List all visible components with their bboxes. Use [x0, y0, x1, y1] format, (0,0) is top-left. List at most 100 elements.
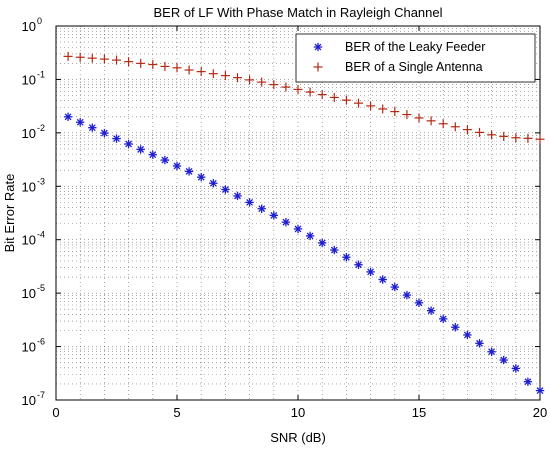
- data-point-leaky-feeder: [209, 179, 218, 188]
- data-point-single-antenna: [499, 131, 509, 141]
- data-point-leaky-feeder: [197, 172, 206, 182]
- x-tick-label: 10: [291, 405, 305, 420]
- data-point-leaky-feeder: [160, 155, 170, 165]
- y-tick-exponent: -5: [37, 283, 45, 293]
- data-point-single-antenna: [438, 119, 448, 129]
- data-point-single-antenna: [281, 82, 291, 92]
- asterisk-stroke: [330, 246, 338, 254]
- data-point-leaky-feeder: [281, 217, 291, 227]
- data-point-leaky-feeder: [136, 145, 145, 154]
- data-point-leaky-feeder: [100, 128, 109, 138]
- data-point-leaky-feeder: [523, 377, 533, 386]
- data-point-single-antenna: [184, 65, 194, 75]
- y-tick-label: 10: [22, 19, 36, 34]
- y-tick-exponent: -7: [37, 390, 45, 400]
- asterisk-stroke: [270, 211, 278, 219]
- data-point-single-antenna: [390, 107, 400, 117]
- y-tick-exponent: -1: [37, 69, 45, 79]
- asterisk-stroke: [149, 151, 157, 159]
- asterisk-stroke: [88, 124, 96, 132]
- data-point-leaky-feeder: [112, 134, 121, 143]
- data-point-leaky-feeder: [378, 275, 387, 284]
- asterisk-stroke: [488, 348, 496, 356]
- data-point-single-antenna: [426, 116, 436, 126]
- y-tick-exponent: -4: [37, 230, 45, 240]
- asterisk-stroke: [403, 291, 411, 299]
- asterisk-stroke: [185, 167, 193, 175]
- data-point-leaky-feeder: [426, 306, 436, 315]
- data-point-leaky-feeder: [475, 339, 484, 348]
- asterisk-stroke: [100, 129, 108, 137]
- asterisk-stroke: [76, 118, 84, 126]
- data-point-single-antenna: [354, 98, 363, 108]
- data-point-single-antenna: [257, 77, 267, 87]
- data-point-leaky-feeder: [148, 150, 157, 159]
- legend-label-single-antenna: BER of a Single Antenna: [345, 60, 483, 74]
- data-point-leaky-feeder: [88, 123, 97, 132]
- y-tick-label: 10: [22, 233, 36, 248]
- data-point-leaky-feeder: [451, 323, 460, 332]
- asterisk-stroke: [342, 253, 350, 261]
- asterisk-stroke: [125, 140, 133, 148]
- asterisk-stroke: [476, 339, 483, 347]
- asterisk-stroke: [258, 205, 266, 213]
- asterisk-stroke: [294, 225, 302, 233]
- data-point-single-antenna: [245, 75, 255, 85]
- x-tick-label: 15: [412, 405, 426, 420]
- data-point-leaky-feeder: [305, 231, 315, 241]
- data-point-single-antenna: [208, 69, 218, 79]
- y-axis-label: Bit Error Rate: [2, 174, 17, 253]
- data-point-leaky-feeder: [342, 253, 351, 262]
- y-tick-label: 10: [22, 340, 36, 355]
- data-point-single-antenna: [305, 87, 315, 97]
- data-point-leaky-feeder: [499, 355, 508, 365]
- asterisk-stroke: [367, 268, 375, 276]
- grid-layer: [56, 26, 540, 400]
- data-point-single-antenna: [63, 51, 73, 61]
- data-point-leaky-feeder: [390, 282, 399, 292]
- legend-box: [295, 33, 536, 83]
- data-point-single-antenna: [196, 67, 206, 77]
- data-point-single-antenna: [317, 90, 327, 100]
- x-tick-label: 20: [533, 405, 547, 420]
- x-tick-label: 5: [173, 405, 180, 420]
- asterisk-stroke: [173, 162, 181, 170]
- data-point-leaky-feeder: [318, 238, 327, 248]
- data-point-leaky-feeder: [535, 386, 545, 395]
- asterisk-stroke: [314, 43, 322, 51]
- data-point-leaky-feeder: [463, 330, 472, 340]
- data-point-leaky-feeder: [233, 191, 242, 201]
- x-axis-label: SNR (dB): [270, 430, 326, 445]
- data-point-leaky-feeder: [184, 167, 194, 176]
- data-point-single-antenna: [511, 133, 521, 143]
- data-point-single-antenna: [535, 134, 545, 144]
- data-point-single-antenna: [475, 127, 484, 137]
- data-point-single-antenna: [487, 130, 497, 140]
- data-point-leaky-feeder: [172, 161, 182, 171]
- data-point-leaky-feeder: [269, 211, 278, 220]
- y-tick-label: 10: [22, 179, 36, 194]
- y-tick-exponent: 0: [37, 16, 42, 26]
- data-point-leaky-feeder: [414, 298, 424, 307]
- data-point-single-antenna: [523, 133, 533, 143]
- y-tick-exponent: -2: [37, 123, 45, 133]
- y-tick-exponent: -6: [37, 337, 45, 347]
- asterisk-stroke: [379, 276, 387, 283]
- legend-marker-leaky-feeder: [313, 42, 323, 52]
- asterisk-stroke: [64, 113, 72, 121]
- asterisk-stroke: [209, 179, 217, 187]
- asterisk-stroke: [512, 364, 520, 372]
- asterisk-stroke: [161, 156, 169, 164]
- data-point-leaky-feeder: [76, 118, 85, 127]
- legend: BER of the Leaky Feeder BER of a Single …: [295, 33, 536, 83]
- data-point-leaky-feeder: [487, 347, 496, 356]
- asterisk-stroke: [246, 198, 254, 206]
- chart-title: BER of LF With Phase Match in Rayleigh C…: [153, 5, 442, 20]
- asterisk-stroke: [463, 331, 471, 339]
- data-point-leaky-feeder: [439, 314, 448, 324]
- data-point-single-antenna: [220, 71, 230, 81]
- y-tick-exponent: -3: [37, 176, 45, 186]
